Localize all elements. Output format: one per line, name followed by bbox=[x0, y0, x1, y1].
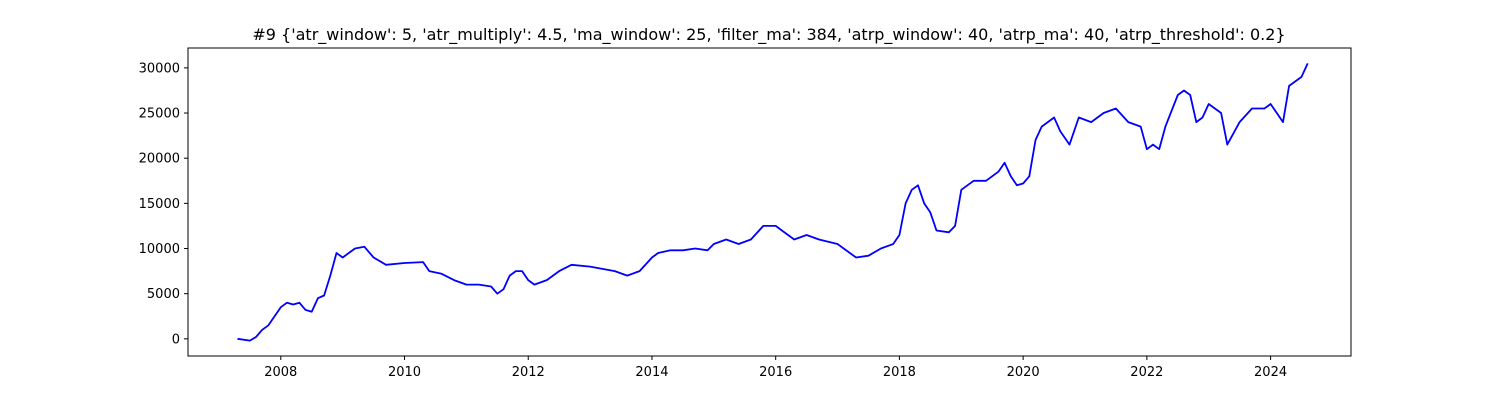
y-tick-label: 10000 bbox=[139, 242, 180, 257]
x-tick-label: 2014 bbox=[635, 365, 668, 380]
y-tick-label: 5000 bbox=[147, 287, 180, 302]
x-tick-label: 2018 bbox=[883, 365, 916, 380]
x-tick-label: 2012 bbox=[512, 365, 545, 380]
x-tick-label: 2020 bbox=[1007, 365, 1040, 380]
y-tick-label: 25000 bbox=[139, 107, 180, 122]
x-tick-label: 2022 bbox=[1130, 365, 1163, 380]
y-tick-label: 30000 bbox=[139, 61, 180, 76]
x-axis: 2008 2010 2012 2014 2016 2018 2020 2022 2024 bbox=[264, 356, 1287, 380]
plot-frame bbox=[187, 47, 1352, 357]
y-tick-label: 15000 bbox=[139, 197, 180, 212]
equity-series-line bbox=[237, 63, 1309, 342]
y-tick-label: 0 bbox=[172, 332, 180, 347]
x-tick-label: 2024 bbox=[1254, 365, 1287, 380]
chart-title: #9 {'atr_window': 5, 'atr_multiply': 4.5… bbox=[252, 25, 1285, 45]
x-tick-label: 2008 bbox=[264, 365, 297, 380]
plot-area bbox=[237, 63, 1309, 342]
x-tick-label: 2016 bbox=[759, 365, 792, 380]
y-axis: 0 5000 10000 15000 20000 25000 30000 bbox=[139, 61, 188, 347]
x-tick-label: 2010 bbox=[388, 365, 421, 380]
y-tick-label: 20000 bbox=[139, 152, 180, 167]
